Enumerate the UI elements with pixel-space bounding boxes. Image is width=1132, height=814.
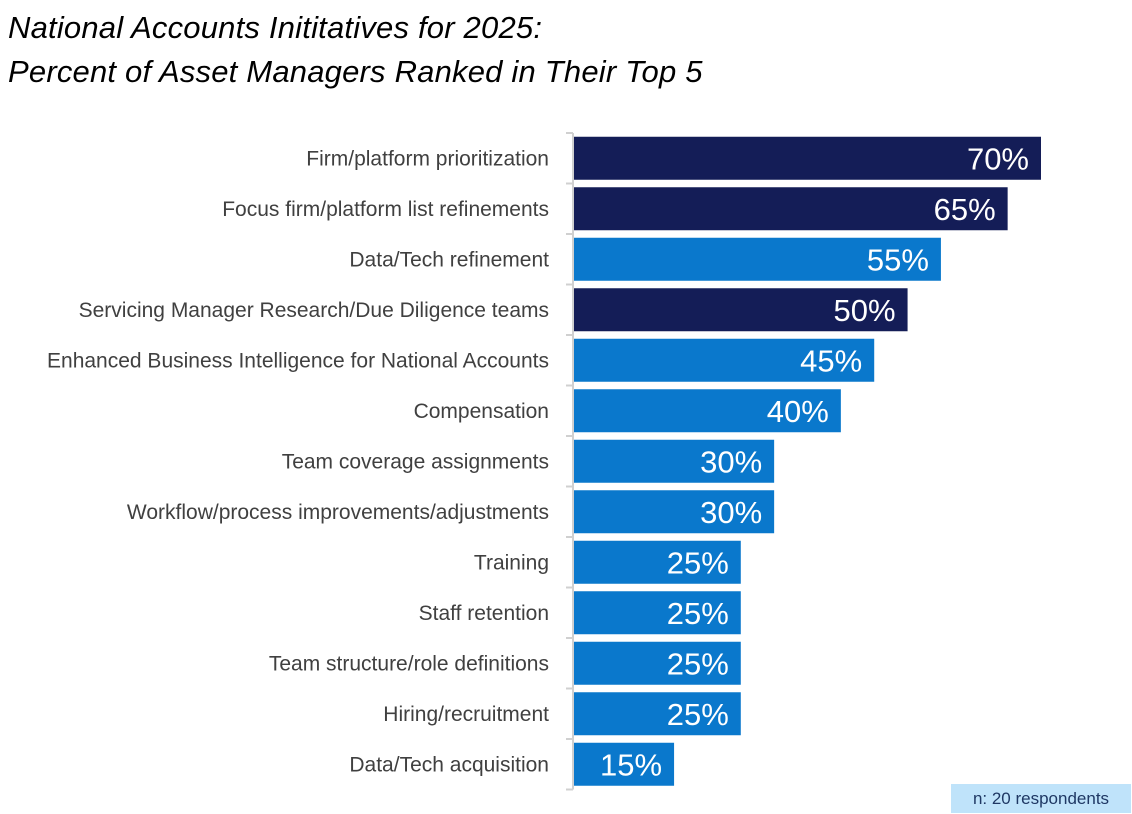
value-label: 15%: [600, 747, 662, 782]
value-label: 70%: [967, 141, 1029, 176]
bar: [574, 338, 875, 382]
category-label: Workflow/process improvements/adjustment…: [127, 501, 549, 524]
bar: [574, 439, 775, 483]
bar: [574, 288, 908, 332]
value-label: 25%: [667, 596, 729, 631]
bar: [574, 490, 775, 534]
category-label: Team structure/role definitions: [269, 652, 549, 675]
category-label: Hiring/recruitment: [383, 703, 549, 726]
category-label: Data/Tech refinement: [349, 248, 549, 271]
value-label: 40%: [767, 394, 829, 429]
category-label: Focus firm/platform list refinements: [222, 198, 549, 221]
bar: [574, 692, 741, 736]
category-label: Enhanced Business Intelligence for Natio…: [47, 349, 549, 372]
value-label: 25%: [667, 545, 729, 580]
bar: [574, 136, 1041, 180]
value-label: 55%: [867, 242, 929, 277]
bar: [574, 389, 841, 433]
category-label: Training: [474, 551, 549, 574]
value-label: 30%: [700, 495, 762, 530]
value-label: 25%: [667, 646, 729, 681]
category-label: Compensation: [414, 400, 549, 423]
bar: [574, 540, 741, 584]
category-label: Team coverage assignments: [282, 450, 549, 473]
chart-title: National Accounts Inititatives for 2025:…: [8, 6, 703, 94]
category-label: Data/Tech acquisition: [349, 753, 549, 776]
value-label: 50%: [834, 293, 896, 328]
category-label: Servicing Manager Research/Due Diligence…: [79, 299, 549, 322]
value-label: 25%: [667, 697, 729, 732]
category-label: Firm/platform prioritization: [306, 147, 549, 170]
value-label: 30%: [700, 444, 762, 479]
value-label: 45%: [800, 343, 862, 378]
chart-title-line-2: Percent of Asset Managers Ranked in Thei…: [8, 54, 703, 89]
bar: [574, 641, 741, 685]
value-label: 65%: [934, 192, 996, 227]
chart-title-line-1: National Accounts Inititatives for 2025:: [8, 10, 543, 45]
bar: [574, 742, 675, 786]
bar: [574, 237, 941, 281]
category-label: Staff retention: [419, 602, 549, 625]
respondent-count-note: n: 20 respondents: [951, 784, 1131, 813]
bar: [574, 187, 1008, 231]
bar: [574, 591, 741, 635]
